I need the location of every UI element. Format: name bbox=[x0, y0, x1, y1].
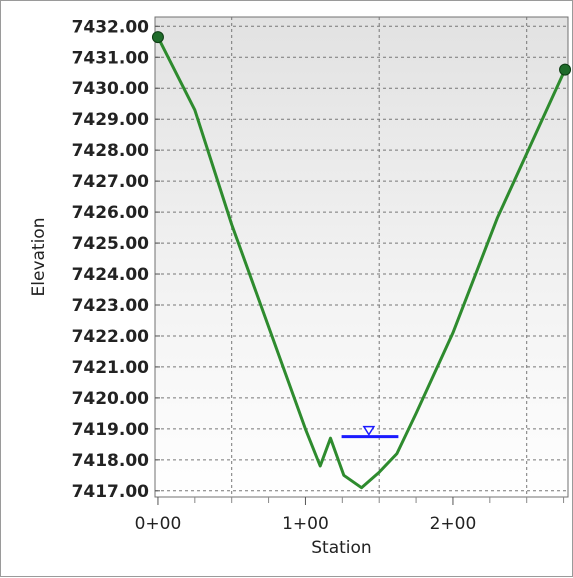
profile-endpoint-marker bbox=[559, 63, 572, 76]
y-tick-label: 7429.00 bbox=[72, 110, 150, 130]
grid bbox=[155, 17, 568, 497]
series-layer bbox=[151, 31, 572, 490]
y-tick-label: 7431.00 bbox=[72, 48, 150, 68]
y-tick-label: 7418.00 bbox=[72, 451, 150, 471]
water-surface-triangle-icon bbox=[362, 425, 376, 437]
x-tick-label: 2+00 bbox=[430, 514, 477, 534]
y-axis-title: Elevation bbox=[29, 218, 49, 297]
y-tick-label: 7425.00 bbox=[72, 234, 150, 254]
y-tick-label: 7417.00 bbox=[72, 482, 150, 502]
ground-profile-line bbox=[156, 36, 567, 490]
y-tick-label: 7420.00 bbox=[72, 389, 150, 409]
x-axis-title: Station bbox=[311, 538, 371, 558]
profile-endpoint-marker bbox=[151, 31, 164, 44]
y-tick-label: 7432.00 bbox=[72, 17, 150, 37]
water-surface-layer bbox=[341, 425, 399, 439]
y-tick-label: 7423.00 bbox=[72, 296, 150, 316]
x-tick-label: 0+00 bbox=[135, 514, 182, 534]
y-tick-label: 7424.00 bbox=[72, 265, 150, 285]
y-tick-label: 7428.00 bbox=[72, 141, 150, 161]
x-tick-label: 1+00 bbox=[282, 514, 329, 534]
y-tick-label: 7422.00 bbox=[72, 327, 150, 347]
axes: 7417.00 7418.00 7419.00 7420.00 7421.00 7422.… bbox=[72, 17, 565, 534]
y-tick-label: 7430.00 bbox=[72, 79, 150, 99]
y-tick-label: 7421.00 bbox=[72, 358, 150, 378]
y-tick-label: 7419.00 bbox=[72, 420, 150, 440]
plot-area bbox=[154, 16, 569, 498]
y-tick-label: 7427.00 bbox=[72, 172, 150, 192]
y-tick-label: 7426.00 bbox=[72, 203, 150, 223]
